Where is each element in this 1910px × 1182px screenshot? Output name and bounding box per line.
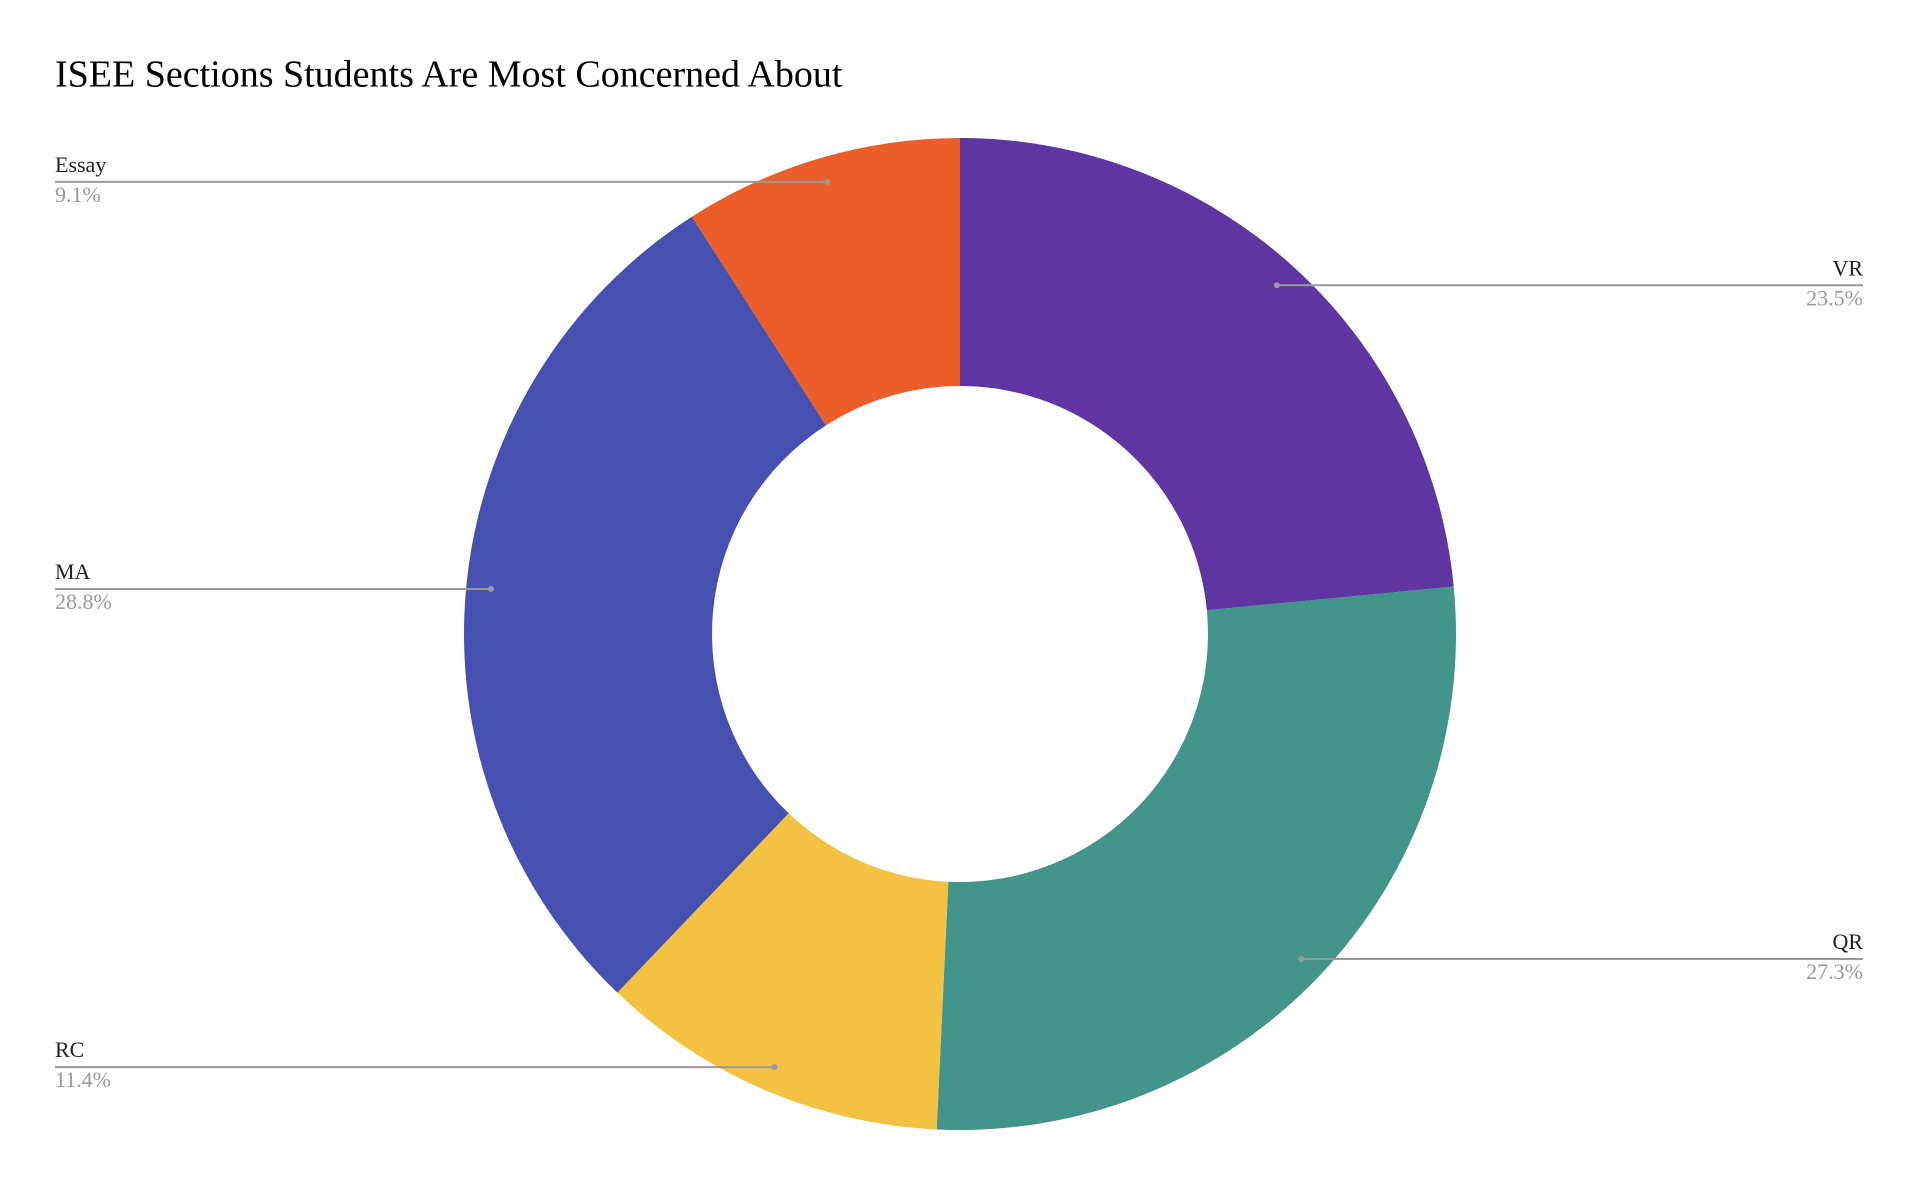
leader-dot <box>1273 282 1280 289</box>
donut-slice <box>617 813 949 1130</box>
donut-slice <box>464 216 826 993</box>
slice-label: VR <box>1832 255 1863 280</box>
slice-value-label: 9.1% <box>55 182 101 207</box>
leader-dot <box>824 178 831 185</box>
donut-slice <box>691 138 960 426</box>
slice-label: RC <box>55 1037 84 1062</box>
leader-dot <box>1298 955 1305 962</box>
slice-label: Essay <box>55 152 106 177</box>
chart-title: ISEE Sections Students Are Most Concerne… <box>55 54 843 96</box>
slice-label: QR <box>1832 929 1863 954</box>
slice-value-label: 11.4% <box>55 1067 111 1092</box>
slice-value-label: 23.5% <box>1806 285 1863 310</box>
leader-dot <box>487 585 494 592</box>
leader-dot <box>771 1064 778 1071</box>
donut-slice <box>936 586 1456 1130</box>
slice-value-label: 27.3% <box>1806 959 1863 984</box>
donut-slice <box>960 138 1454 611</box>
slice-value-label: 28.8% <box>55 589 112 614</box>
slice-label: MA <box>55 559 91 584</box>
